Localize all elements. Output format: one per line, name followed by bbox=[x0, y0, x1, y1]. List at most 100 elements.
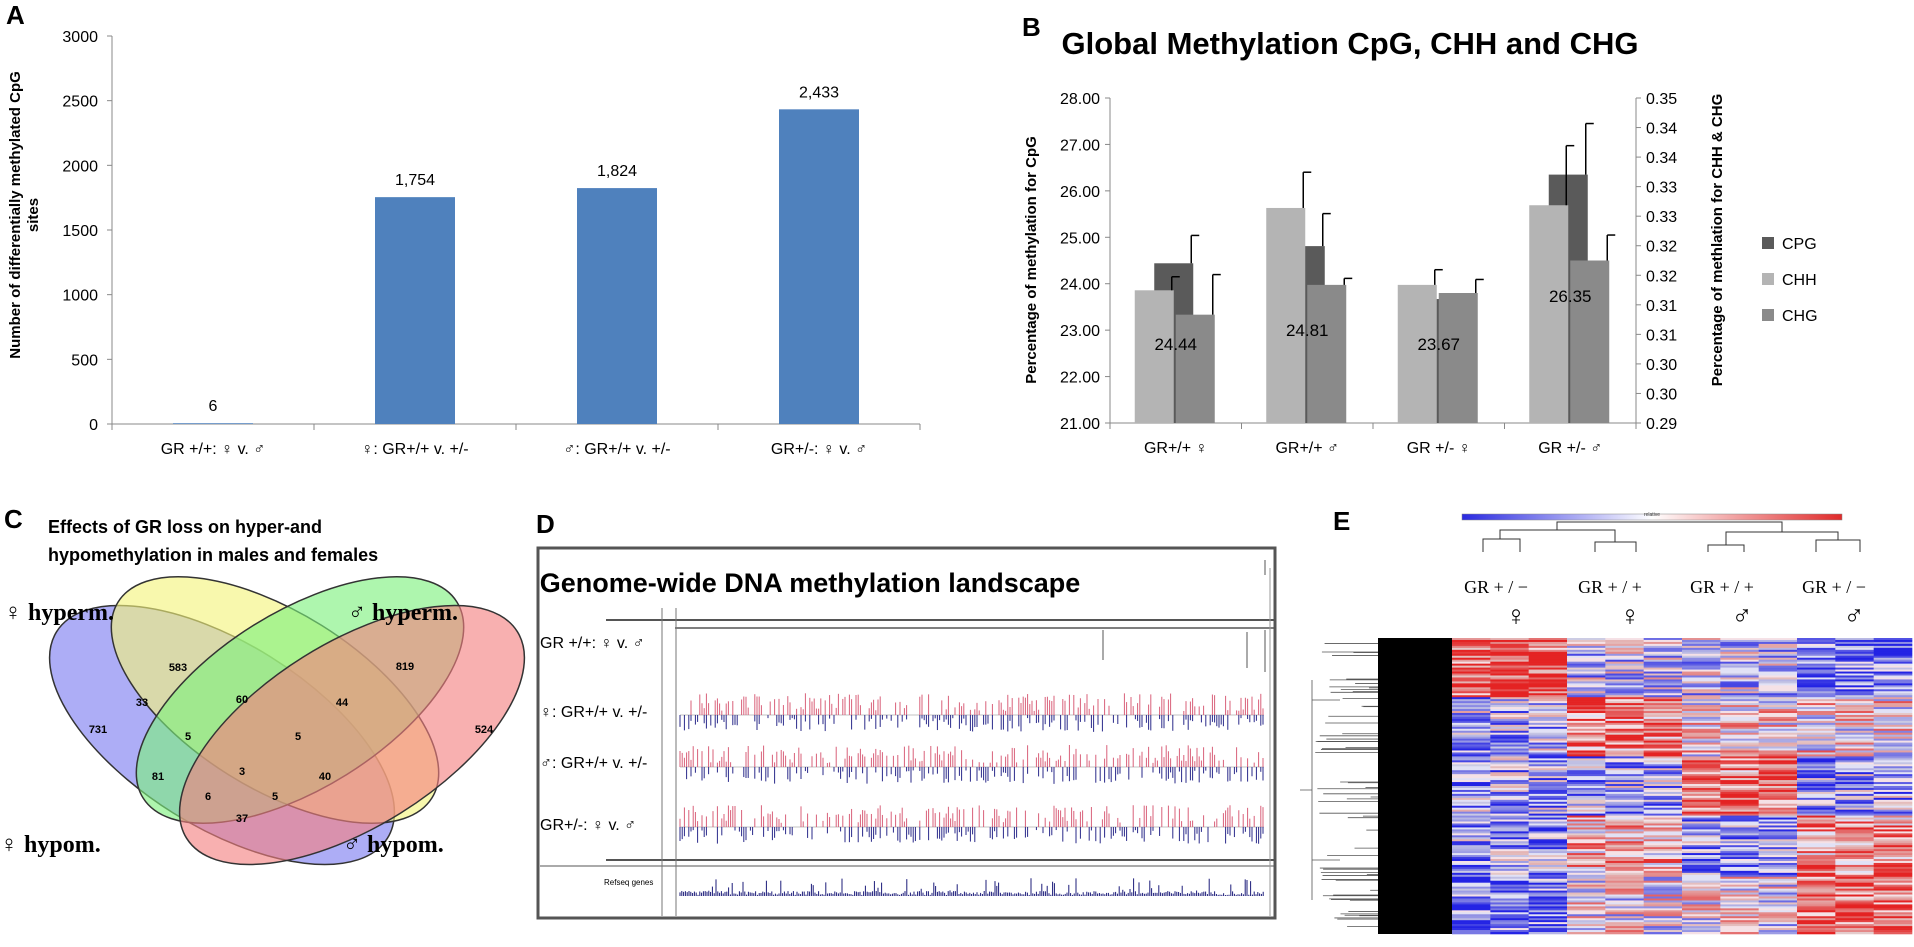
heatmap-cell bbox=[1758, 849, 1798, 852]
heatmap-cell bbox=[1682, 831, 1721, 834]
heatmap-cell bbox=[1720, 817, 1759, 820]
panel-a-bar-value: 1,824 bbox=[597, 163, 637, 180]
heatmap-cell bbox=[1835, 803, 1874, 807]
heatmap-cell bbox=[1873, 754, 1913, 757]
heatmap-cell bbox=[1758, 797, 1798, 801]
heatmap-cell bbox=[1567, 718, 1606, 722]
heatmap-cell bbox=[1452, 647, 1491, 651]
heatmap-cell bbox=[1643, 860, 1683, 864]
heatmap-cell bbox=[1758, 669, 1798, 672]
panel-b-y2tick-label: 0.35 bbox=[1646, 91, 1677, 108]
heatmap-cell bbox=[1452, 857, 1491, 860]
heatmap-cell bbox=[1720, 811, 1759, 814]
heatmap-cell bbox=[1528, 813, 1568, 816]
heatmap-cell bbox=[1835, 736, 1874, 739]
heatmap-cell bbox=[1835, 918, 1874, 921]
heatmap-cell bbox=[1605, 754, 1644, 757]
heatmap-cell bbox=[1797, 705, 1836, 708]
heatmap-cell bbox=[1490, 774, 1529, 777]
heatmap-cell bbox=[1567, 776, 1606, 779]
heatmap-cell bbox=[1873, 768, 1913, 771]
heatmap-cell bbox=[1835, 833, 1874, 836]
heatmap-cell bbox=[1452, 799, 1491, 803]
venn-ellipse-male-hypo bbox=[178, 604, 526, 866]
heatmap-cell bbox=[1720, 673, 1759, 676]
panel-b-legend-label: CHG bbox=[1782, 308, 1818, 325]
heatmap-cell bbox=[1682, 896, 1721, 899]
heatmap-cell bbox=[1758, 746, 1798, 749]
panel-a-bar-value: 6 bbox=[209, 398, 218, 415]
heatmap-cell bbox=[1643, 813, 1683, 816]
heatmap-cell bbox=[1873, 744, 1913, 747]
heatmap-cell bbox=[1452, 750, 1491, 753]
heatmap-cell bbox=[1528, 914, 1568, 917]
heatmap-cell bbox=[1873, 920, 1913, 923]
heatmap-cell bbox=[1643, 793, 1683, 797]
heatmap-cell bbox=[1528, 780, 1568, 783]
heatmap-cell bbox=[1873, 912, 1913, 915]
heatmap-cell bbox=[1797, 918, 1836, 921]
heatmap-cell bbox=[1682, 675, 1721, 678]
heatmap-cell bbox=[1605, 916, 1644, 919]
heatmap-cell bbox=[1643, 847, 1683, 850]
heatmap-cell bbox=[1835, 758, 1874, 761]
heatmap-cell bbox=[1528, 855, 1568, 858]
heatmap-cell bbox=[1682, 853, 1721, 856]
heatmap-cell bbox=[1490, 705, 1529, 708]
heatmap-cell bbox=[1528, 833, 1568, 836]
heatmap-cell bbox=[1605, 641, 1644, 645]
heatmap-cell bbox=[1797, 809, 1836, 812]
heatmap-cell bbox=[1797, 681, 1836, 684]
panel-b-y2tick-label: 0.34 bbox=[1646, 150, 1677, 167]
panel-a-category-label: GR +/+: ♀ v. ♂ bbox=[161, 441, 266, 458]
heatmap-cell bbox=[1682, 772, 1721, 775]
panel-b-legend-swatch bbox=[1762, 309, 1774, 321]
heatmap-cell bbox=[1567, 807, 1606, 810]
heatmap-cell bbox=[1797, 801, 1836, 805]
heatmap-cell bbox=[1797, 722, 1836, 726]
heatmap-cell bbox=[1835, 845, 1874, 848]
heatmap-cell bbox=[1605, 910, 1644, 913]
heatmap-cell bbox=[1720, 726, 1759, 730]
heatmap-cell bbox=[1490, 776, 1529, 779]
panel-e-letter: E bbox=[1333, 506, 1350, 536]
heatmap-cell bbox=[1528, 697, 1568, 700]
panel-a-category-label: ♀: GR+/+ v. +/- bbox=[361, 441, 468, 458]
heatmap-cell bbox=[1643, 912, 1683, 915]
heatmap-cell bbox=[1682, 748, 1721, 751]
heatmap-cell bbox=[1452, 809, 1491, 812]
heatmap-cell bbox=[1873, 880, 1913, 883]
heatmap-cell bbox=[1528, 746, 1568, 749]
heatmap-cell bbox=[1758, 829, 1798, 832]
heatmap-cell bbox=[1682, 876, 1721, 880]
heatmap-cell bbox=[1605, 857, 1644, 860]
panel-b-data-label: 26.35 bbox=[1549, 287, 1592, 306]
heatmap-cell bbox=[1797, 922, 1836, 925]
heatmap-cell bbox=[1873, 799, 1913, 803]
heatmap-cell bbox=[1758, 681, 1798, 684]
panel-b-category-label: GR+/+ ♀ bbox=[1144, 440, 1208, 457]
heatmap-cell bbox=[1797, 924, 1836, 927]
heatmap-cell bbox=[1528, 843, 1568, 846]
heatmap-cell bbox=[1528, 768, 1568, 771]
heatmap-cell bbox=[1452, 778, 1491, 781]
heatmap-cell bbox=[1758, 841, 1798, 844]
heatmap-cell bbox=[1758, 638, 1798, 641]
heatmap-cell bbox=[1567, 653, 1606, 657]
heatmap-cell bbox=[1720, 920, 1759, 923]
heatmap: relative GR + / −♀GR + / +♀GR + / +♂GR +… bbox=[1300, 512, 1913, 935]
heatmap-cell bbox=[1605, 799, 1644, 803]
heatmap-cell bbox=[1490, 855, 1529, 858]
heatmap-cell bbox=[1682, 827, 1721, 830]
heatmap-cell bbox=[1682, 709, 1721, 712]
heatmap-cell bbox=[1567, 730, 1606, 734]
heatmap-cell bbox=[1490, 898, 1529, 901]
heatmap-cell bbox=[1528, 922, 1568, 925]
heatmap-cell bbox=[1720, 908, 1759, 911]
heatmap-cell bbox=[1873, 639, 1913, 643]
heatmap-cell bbox=[1643, 805, 1683, 808]
heatmap-cell bbox=[1490, 866, 1529, 870]
heatmap-cell bbox=[1490, 924, 1529, 927]
heatmap-cell bbox=[1490, 677, 1529, 680]
